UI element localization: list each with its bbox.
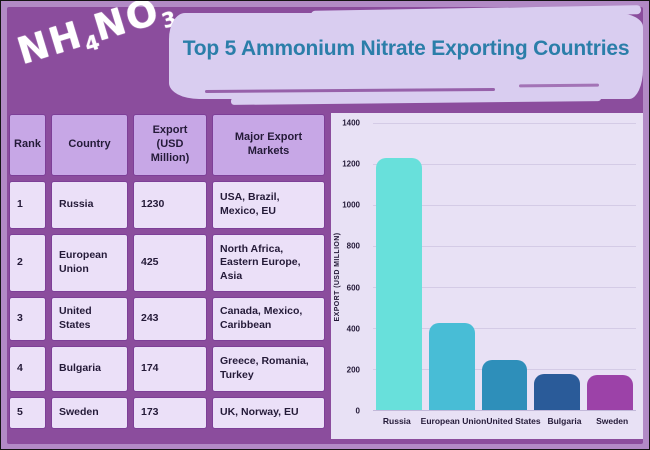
x-axis-label: Bulgaria bbox=[547, 416, 582, 426]
export-table: Rank Country Export (USD Million) Major … bbox=[9, 114, 325, 429]
y-tick-label: 1200 bbox=[342, 159, 360, 169]
table-cell-export: 243 bbox=[133, 297, 207, 341]
bar-column bbox=[373, 123, 426, 410]
table-cell-markets: Greece, Romania, Turkey bbox=[212, 346, 325, 392]
table-cell-country: European Union bbox=[51, 234, 128, 292]
table-cell-markets: Canada, Mexico, Caribbean bbox=[212, 297, 325, 341]
table-header-markets: Major Export Markets bbox=[212, 114, 325, 176]
brush-streak bbox=[204, 87, 496, 94]
table-cell-markets: USA, Brazil, Mexico, EU bbox=[212, 181, 325, 229]
y-tick-label: 400 bbox=[346, 324, 360, 334]
table-cell-export: 174 bbox=[133, 346, 207, 392]
y-tick-label: 800 bbox=[346, 241, 360, 251]
bar-column bbox=[478, 123, 531, 410]
x-axis-label: European Union bbox=[420, 416, 487, 426]
y-tick-label: 600 bbox=[346, 283, 360, 293]
bar-bulgaria bbox=[534, 374, 580, 410]
table-cell-country: Bulgaria bbox=[51, 346, 128, 392]
table-cell-markets: North Africa, Eastern Europe, Asia bbox=[212, 234, 325, 292]
title-banner: Top 5 Ammonium Nitrate Exporting Countri… bbox=[169, 13, 643, 99]
table-cell-country: Russia bbox=[51, 181, 128, 229]
bar-sweden bbox=[586, 374, 633, 410]
table-cell-markets: UK, Norway, EU bbox=[212, 397, 325, 429]
chart-plot bbox=[373, 123, 636, 411]
x-axis-label: Sweden bbox=[596, 416, 629, 426]
x-axis-labels: Russia European Union United States Bulgari… bbox=[373, 416, 636, 426]
table-header-country: Country bbox=[51, 114, 128, 176]
table-cell-export: 1230 bbox=[133, 181, 207, 229]
table-cell-rank: 4 bbox=[9, 346, 46, 392]
gridline bbox=[373, 123, 636, 124]
brush-streak bbox=[518, 83, 600, 88]
table-cell-country: Sweden bbox=[51, 397, 128, 429]
table-cell-rank: 3 bbox=[9, 297, 46, 341]
x-axis-label: Russia bbox=[382, 416, 411, 426]
table-cell-rank: 2 bbox=[9, 234, 46, 292]
bar-column bbox=[531, 123, 584, 410]
table-cell-country: United States bbox=[51, 297, 128, 341]
gridline bbox=[373, 328, 636, 329]
gridline bbox=[373, 164, 636, 165]
y-axis-ticks: 0 200 400 600 800 1000 1200 1400 bbox=[331, 119, 367, 416]
gridline bbox=[373, 205, 636, 206]
table-header-export: Export (USD Million) bbox=[133, 114, 207, 176]
y-tick-label: 1400 bbox=[342, 118, 360, 128]
x-axis-label: United States bbox=[486, 416, 541, 426]
table-cell-export: 425 bbox=[133, 234, 207, 292]
export-chart: EXPORT (USD MILLION) 0 200 400 600 800 1000 12… bbox=[331, 113, 643, 439]
y-tick-label: 200 bbox=[346, 365, 360, 375]
bar-column bbox=[426, 123, 479, 410]
y-tick-label: 0 bbox=[355, 406, 360, 416]
bar-united-states bbox=[481, 360, 528, 410]
gridline bbox=[373, 287, 636, 288]
bar-column bbox=[583, 123, 636, 410]
bar-russia bbox=[376, 157, 423, 410]
table-header-rank: Rank bbox=[9, 114, 46, 176]
y-tick-label: 1000 bbox=[342, 200, 360, 210]
table-cell-rank: 1 bbox=[9, 181, 46, 229]
gridline bbox=[373, 246, 636, 247]
bar-european-union bbox=[429, 322, 475, 410]
page-title: Top 5 Ammonium Nitrate Exporting Countri… bbox=[182, 37, 630, 60]
bars bbox=[373, 123, 636, 410]
table-cell-rank: 5 bbox=[9, 397, 46, 429]
table-cell-export: 173 bbox=[133, 397, 207, 429]
